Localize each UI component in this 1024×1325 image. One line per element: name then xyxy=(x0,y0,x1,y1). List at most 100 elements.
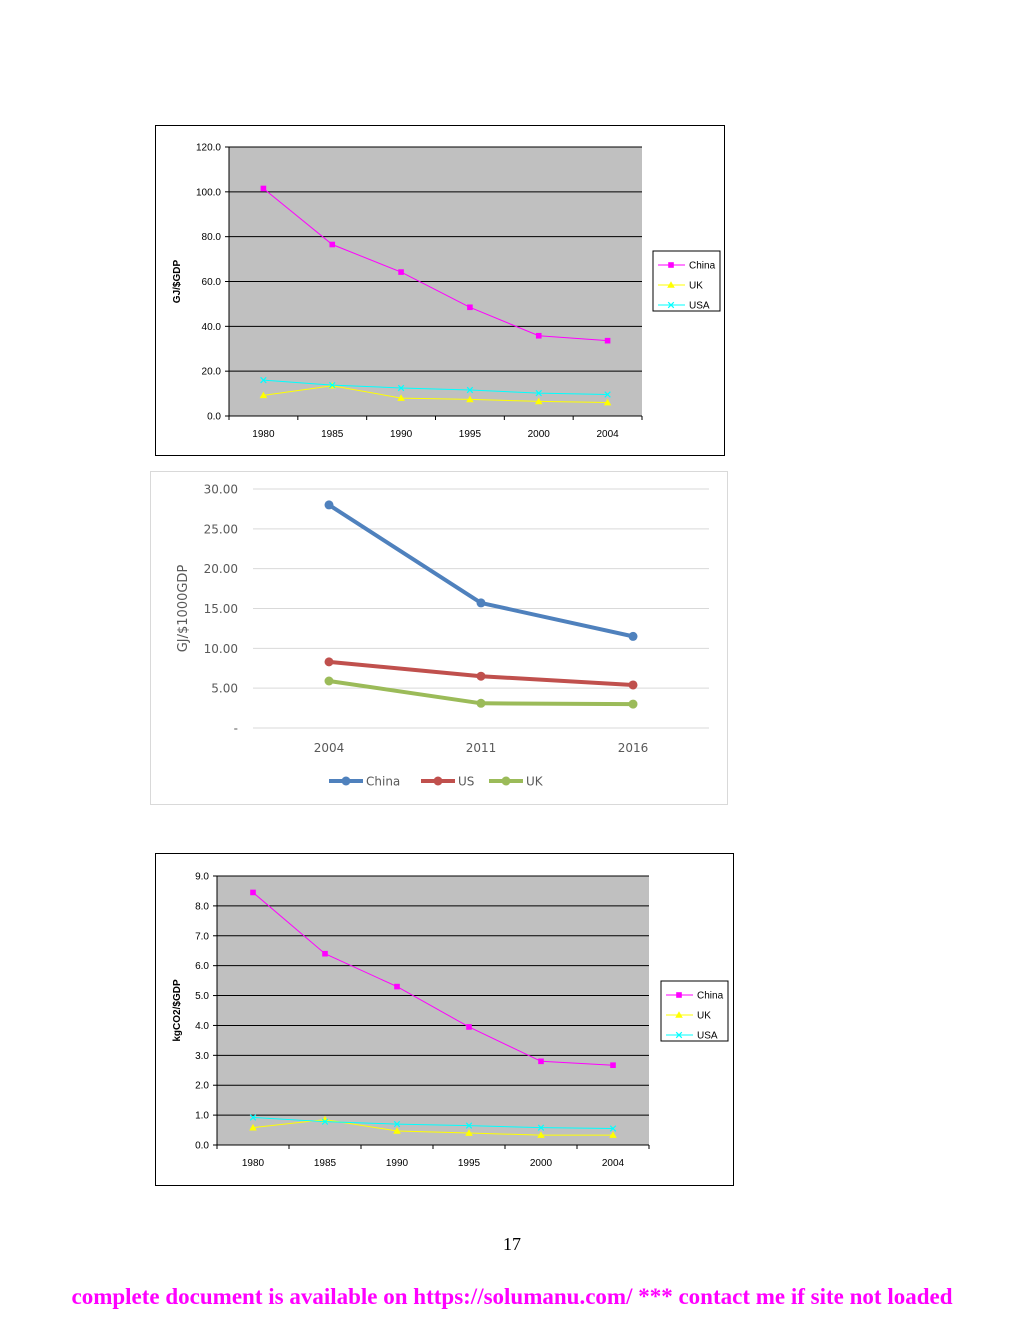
footer-note: complete document is available on https:… xyxy=(71,1284,953,1309)
chart-3-svg: 0.0 1.0 2.0 3.0 4.0 5.0 6.0 7.0 8.0 9.0 1980 1985 19… xyxy=(172,872,729,1169)
chart2-legend-marker-china xyxy=(341,776,351,786)
chart1-x-tick-label: 2004 xyxy=(596,429,619,440)
chart3-point-uk xyxy=(609,1131,617,1138)
chart3-line-usa xyxy=(252,1117,614,1130)
chart2-y-tick-label: 30.00 xyxy=(204,483,238,497)
chart2-point-us xyxy=(476,671,486,681)
chart3-y-tick-label: 8.0 xyxy=(195,901,209,912)
chart3-y-axis-label: kgCO2/$GDP xyxy=(172,979,183,1042)
chart2-y-tick-label: 5.00 xyxy=(211,682,238,696)
chart1-legend-label: China xyxy=(689,261,716,272)
chart3-x-tick-label: 1990 xyxy=(386,1158,409,1169)
page-number: 17 xyxy=(503,1234,521,1254)
chart3-y-tick-label: 9.0 xyxy=(195,872,209,883)
chart1-y-axis-label: GJ/$GDP xyxy=(172,260,183,304)
chart3-y-tick-label: 0.0 xyxy=(195,1141,209,1152)
chart3-point-china xyxy=(466,1024,472,1030)
chart2-legend-marker-uk xyxy=(501,776,511,786)
chart2-legend-label: US xyxy=(458,775,474,789)
chart1-point-china xyxy=(329,241,336,248)
chart3-point-china xyxy=(394,983,400,990)
chart2-point-us xyxy=(324,657,334,667)
chart-1-svg: 0.0 20.0 40.0 60.0 80.0 100.0 120.0 1980 1985 199… xyxy=(172,143,721,440)
chart2-x-tick-label: 2011 xyxy=(466,741,497,755)
chart1-point-usa xyxy=(397,384,405,392)
chart-energy-intensity-1980-2004: 0.0 20.0 40.0 60.0 80.0 100.0 120.0 1980 1985 199… xyxy=(155,125,725,456)
chart-energy-intensity-2004-2016: - 5.00 10.00 15.00 20.00 25.00 30.00 2004 2011 20… xyxy=(150,471,728,805)
chart1-x-tick-label: 1995 xyxy=(459,429,482,440)
chart2-point-us xyxy=(628,680,638,690)
chart2-y-tick-label: - xyxy=(234,722,238,736)
chart2-point-uk xyxy=(324,676,334,686)
chart1-legend-marker-china xyxy=(668,262,674,268)
chart3-point-china xyxy=(250,889,256,896)
chart2-point-uk xyxy=(476,698,486,708)
chart1-point-uk xyxy=(259,391,268,399)
chart3-legend-marker-uk xyxy=(675,1011,683,1018)
chart3-point-usa xyxy=(393,1120,401,1128)
chart3-point-usa xyxy=(609,1125,617,1132)
chart3-legend-label: China xyxy=(697,991,724,1002)
chart3-y-tick-label: 2.0 xyxy=(195,1081,209,1092)
chart1-point-china xyxy=(535,332,542,339)
chart1-legend-marker-usa xyxy=(667,301,675,309)
chart2-legend-label: UK xyxy=(526,775,544,789)
chart2-series-us xyxy=(324,657,638,690)
chart1-legend-marker-uk xyxy=(667,281,675,288)
chart3-series-china xyxy=(250,889,616,1068)
chart1-point-china xyxy=(260,185,267,192)
chart1-y-tick-label: 100.0 xyxy=(196,187,221,198)
chart2-series-china xyxy=(324,500,638,641)
chart1-point-china xyxy=(604,337,611,344)
chart2-y-tick-label: 10.00 xyxy=(204,642,238,656)
chart3-x-tick-label: 2004 xyxy=(602,1158,625,1169)
chart1-point-usa xyxy=(260,376,267,384)
chart3-x-tick-label: 2000 xyxy=(530,1158,553,1169)
chart3-legend xyxy=(660,980,729,1042)
chart3-point-usa xyxy=(249,1114,257,1121)
chart3-y-tick-label: 6.0 xyxy=(195,961,209,972)
chart1-line-uk xyxy=(263,385,608,404)
chart3-y-tick-label: 7.0 xyxy=(195,931,209,942)
chart1-series-china xyxy=(260,185,611,344)
chart1-point-usa xyxy=(329,381,336,389)
chart1-point-china xyxy=(398,269,404,275)
chart3-series-usa xyxy=(249,1114,617,1132)
chart1-y-tick-label: 40.0 xyxy=(202,322,222,333)
chart1-x-tick-label: 1985 xyxy=(321,429,344,440)
chart2-point-uk xyxy=(628,699,638,709)
chart3-point-uk xyxy=(393,1127,401,1134)
chart1-legend xyxy=(652,250,721,312)
chart3-legend-label: UK xyxy=(697,1011,711,1022)
chart2-y-tick-label: 20.00 xyxy=(204,562,238,576)
chart1-point-uk xyxy=(603,398,612,406)
chart1-point-uk xyxy=(397,394,405,401)
chart3-point-china xyxy=(322,950,328,957)
chart1-point-usa xyxy=(466,386,474,394)
chart1-x-tick-label: 2000 xyxy=(528,429,551,440)
chart3-x-tick-label: 1985 xyxy=(314,1158,337,1169)
chart1-series-uk xyxy=(259,381,612,406)
chart1-y-tick-label: 0.0 xyxy=(207,412,221,423)
chart1-y-tick-label: 120.0 xyxy=(196,143,221,154)
chart1-y-tick-label: 80.0 xyxy=(202,232,222,243)
chart3-point-usa xyxy=(465,1122,473,1129)
chart3-y-tick-label: 3.0 xyxy=(195,1051,209,1062)
chart2-x-tick-label: 2016 xyxy=(618,741,649,755)
chart3-plot-area xyxy=(217,876,649,1145)
chart1-series-usa xyxy=(260,376,611,398)
chart1-x-tick-label: 1990 xyxy=(390,429,413,440)
chart2-line-china xyxy=(327,502,635,639)
chart2-x-tick-label: 2004 xyxy=(314,741,345,755)
chart3-y-tick-label: 5.0 xyxy=(195,991,209,1002)
chart2-legend-marker-us xyxy=(433,776,443,786)
chart2-series-uk xyxy=(324,676,638,709)
chart1-point-china xyxy=(467,304,473,311)
chart3-point-usa xyxy=(537,1124,545,1131)
chart1-y-tick-label: 20.0 xyxy=(202,367,222,378)
chart2-y-axis-label: GJ/$1000GDP xyxy=(176,565,191,653)
chart1-x-tick-label: 1980 xyxy=(252,429,275,440)
chart3-point-usa xyxy=(321,1118,329,1125)
chart3-legend-marker-usa xyxy=(675,1031,683,1039)
chart3-point-china xyxy=(538,1058,544,1065)
